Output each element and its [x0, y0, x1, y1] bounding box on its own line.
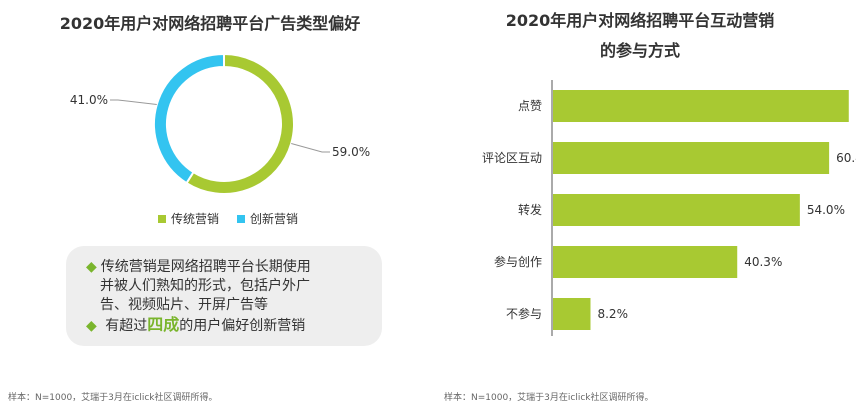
bar-category-label-3: 参与创作	[494, 254, 542, 269]
bar-value-label-3: 40.3%	[744, 255, 782, 269]
donut-data-label-1: 41.0%	[70, 93, 108, 107]
bar-value-label-2: 54.0%	[807, 203, 845, 217]
bar-chart-title: 2020年用户对网络招聘平台互动营销 的参与方式	[430, 6, 850, 66]
bar-2	[553, 194, 800, 226]
donut-slice-1	[153, 52, 225, 185]
bar-chart-title-line-1: 2020年用户对网络招聘平台互动营销	[505, 11, 775, 30]
right-source-note: 样本：N=1000，艾瑞于3月在iclick社区调研所得。	[444, 393, 654, 403]
bar-3	[553, 246, 738, 278]
bar-1	[553, 142, 830, 174]
bar-0	[553, 90, 849, 122]
diamond-bullet-icon: ◆	[86, 259, 97, 275]
highlight-text: 四成	[147, 315, 180, 334]
bar-category-label-0: 点赞	[518, 99, 542, 113]
bar-category-label-2: 转发	[518, 202, 542, 217]
bar-category-label-4: 不参与	[506, 306, 542, 321]
legend-swatch-innovative	[237, 214, 246, 223]
legend-swatch-traditional	[158, 214, 166, 223]
bar-value-label-1: 60.4%	[836, 151, 856, 165]
legend-item-innovative: 创新营销	[237, 210, 298, 227]
insight-line-1: ◆ 传统营销是网络招聘平台长期使用	[86, 259, 311, 275]
insight-box	[66, 246, 382, 346]
legend-label-traditional: 传统营销	[171, 212, 220, 226]
bar-value-label-4: 8.2%	[597, 307, 628, 321]
legend-label-innovative: 创新营销	[250, 212, 299, 226]
diamond-bullet-icon: ◆	[86, 318, 97, 334]
insight-line-2: 并被人们熟知的形式，包括户外广	[100, 278, 310, 294]
donut-leader-line-0	[291, 143, 330, 153]
donut-legend: 传统营销 创新营销	[158, 210, 298, 227]
donut-leader-line-1	[110, 99, 157, 105]
bar-category-label-1: 评论区互动	[482, 151, 542, 165]
insight-text: ◆ 传统营销是网络招聘平台长期使用 并被人们熟知的形式，包括户外广 告、视频贴片、…	[86, 258, 376, 336]
donut-slice-0	[185, 52, 295, 195]
legend-item-traditional: 传统营销	[158, 210, 219, 227]
donut-data-label-0: 59.0%	[332, 145, 370, 159]
left-source-note: 样本：N=1000，艾瑞于3月在iclick社区调研所得。	[8, 393, 218, 403]
donut-chart-title: 2020年用户对网络招聘平台广告类型偏好	[59, 14, 361, 33]
insight-line-4: ◆ 有超过四成的用户偏好创新营销	[86, 315, 306, 334]
bar-chart-title-line-2: 的参与方式	[599, 41, 680, 60]
bar-4	[553, 298, 591, 330]
insight-line-3: 告、视频贴片、开屏广告等	[100, 297, 268, 313]
